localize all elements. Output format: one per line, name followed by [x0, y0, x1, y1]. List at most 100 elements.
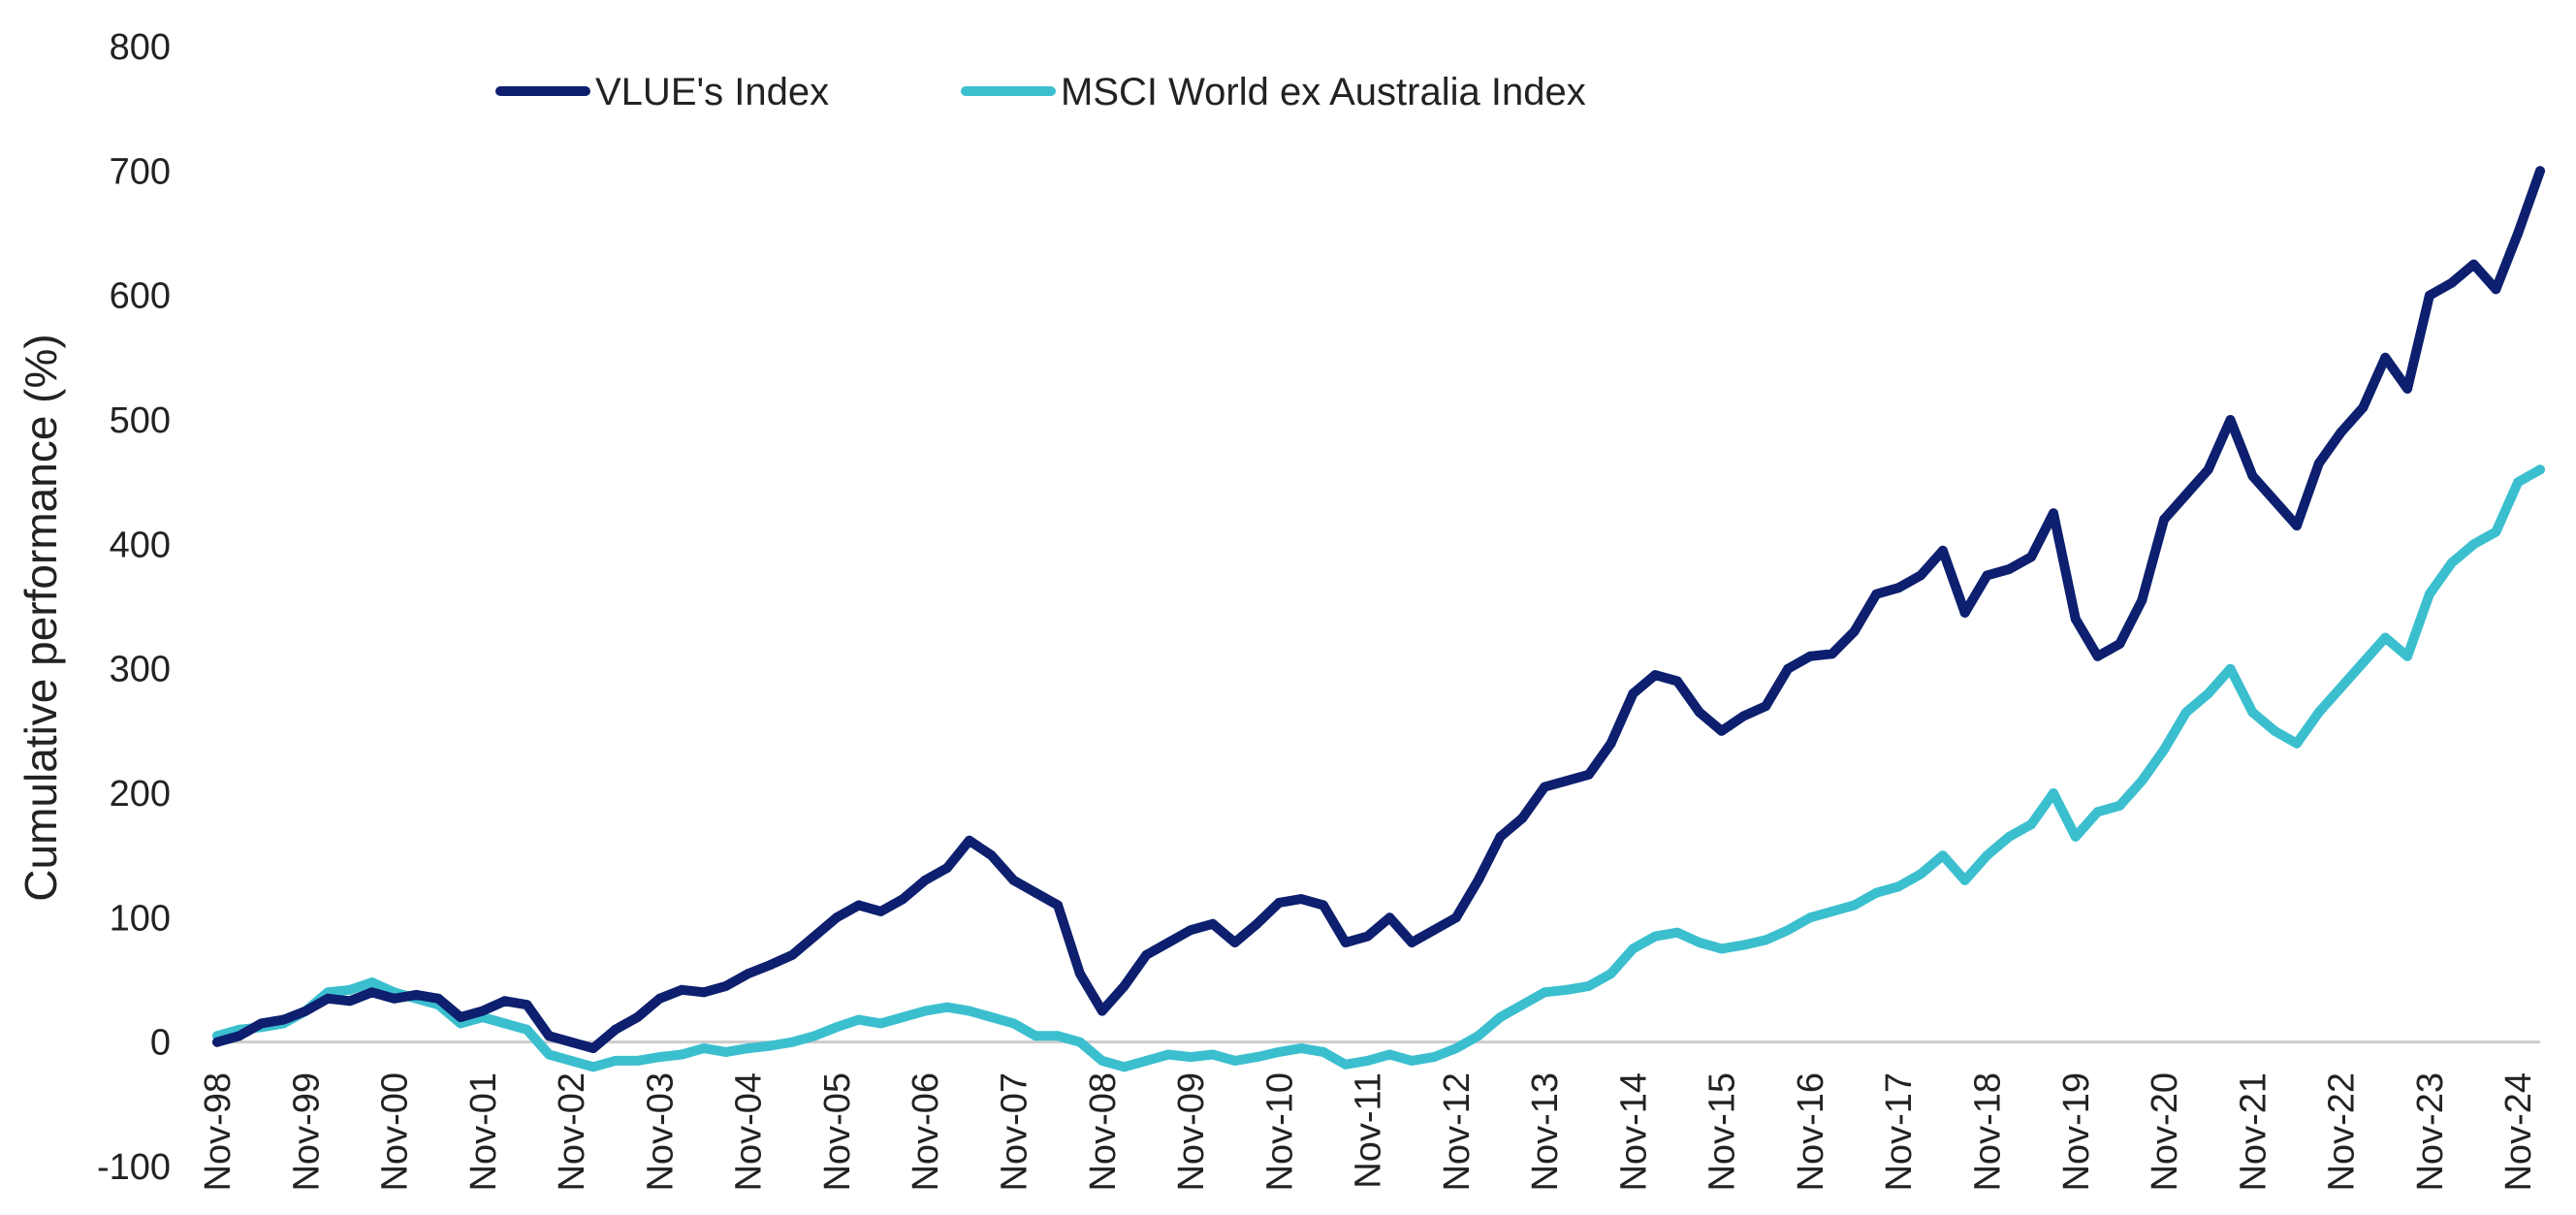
data-point — [2313, 707, 2324, 718]
data-point — [522, 1000, 532, 1010]
data-point — [1163, 1049, 1174, 1060]
data-point — [588, 1043, 598, 1054]
data-point — [1959, 607, 1970, 618]
data-point — [1937, 850, 1948, 861]
data-point — [1849, 626, 1860, 637]
data-point — [2402, 383, 2413, 394]
x-tick-label: Nov-07 — [994, 1072, 1034, 1192]
data-point — [1540, 782, 1550, 792]
data-point — [1340, 1059, 1351, 1070]
data-point — [456, 1012, 465, 1022]
data-point — [787, 949, 798, 960]
data-point — [1893, 583, 1904, 593]
data-point — [411, 989, 422, 1000]
data-point — [1252, 1052, 1262, 1063]
data-point — [2004, 564, 2015, 574]
data-point — [677, 1049, 687, 1060]
data-point — [2402, 651, 2413, 661]
data-point — [2380, 632, 2391, 643]
data-point — [1694, 938, 1704, 947]
data-point — [898, 894, 908, 905]
data-point — [2137, 776, 2147, 786]
data-point — [366, 977, 377, 988]
y-tick-label: 500 — [110, 400, 171, 441]
data-point — [1628, 943, 1638, 954]
series-line-msci-world-ex-australia-index — [212, 464, 2545, 1072]
data-point — [2292, 738, 2302, 749]
data-point — [1097, 1055, 1107, 1066]
data-point — [1450, 1043, 1461, 1054]
data-point — [720, 980, 731, 991]
data-point — [632, 1055, 643, 1066]
data-point — [986, 850, 997, 861]
data-point — [853, 900, 864, 911]
data-point — [964, 835, 974, 846]
x-tick-label: Nov-10 — [1259, 1072, 1300, 1192]
data-point — [765, 1040, 776, 1051]
data-point — [1650, 670, 1661, 681]
data-point — [2247, 707, 2258, 718]
legend: VLUE's Index MSCI World ex Australia Inde… — [495, 71, 1586, 113]
data-point — [1517, 1000, 1528, 1010]
data-point — [1716, 725, 1727, 736]
data-point — [1937, 545, 1948, 556]
series-line-vlue-s-index — [212, 166, 2545, 1054]
data-point — [1053, 900, 1064, 911]
data-point — [1583, 980, 1594, 991]
data-point — [1053, 1031, 1064, 1041]
legend-item-vlue-s-index: VLUE's Index — [495, 71, 829, 113]
data-point — [2049, 788, 2058, 798]
data-point — [1407, 938, 1417, 947]
x-tick-label: Nov-05 — [817, 1072, 858, 1192]
data-point — [499, 996, 510, 1007]
data-point — [301, 1006, 311, 1016]
x-tick-label: Nov-03 — [640, 1072, 681, 1192]
data-point — [1650, 931, 1661, 942]
data-point — [787, 1037, 798, 1047]
data-point — [2358, 657, 2369, 668]
data-point — [810, 931, 820, 942]
data-point — [2292, 521, 2302, 531]
data-point — [1916, 869, 1926, 879]
x-tick-label: Nov-08 — [1083, 1072, 1124, 1192]
y-tick-label: 800 — [110, 27, 171, 68]
x-tick-label: Nov-16 — [1791, 1072, 1831, 1192]
data-point — [1362, 1055, 1373, 1066]
data-point — [389, 993, 399, 1004]
data-point — [1429, 1052, 1439, 1063]
data-point — [2203, 688, 2213, 699]
data-point — [654, 993, 665, 1004]
data-point — [1761, 701, 1771, 712]
data-point — [1074, 969, 1085, 979]
x-tick-label: Nov-04 — [729, 1072, 770, 1192]
data-point — [632, 1012, 643, 1022]
data-point — [2513, 477, 2524, 488]
data-point — [920, 875, 931, 885]
x-tick-label: Nov-99 — [286, 1072, 327, 1192]
data-point — [2092, 807, 2103, 817]
data-point — [2313, 458, 2324, 468]
legend-label: VLUE's Index — [595, 71, 829, 113]
x-tick-label: Nov-11 — [1349, 1072, 1389, 1189]
data-point — [2137, 595, 2147, 606]
data-point — [1672, 676, 1683, 687]
data-point — [720, 1046, 731, 1057]
data-point — [1916, 570, 1926, 581]
data-point — [477, 1006, 488, 1016]
data-point — [1694, 707, 1704, 718]
data-point — [1319, 1046, 1328, 1057]
data-point — [2026, 552, 2037, 562]
x-tick-label: Nov-09 — [1171, 1072, 1212, 1192]
data-point — [1008, 1018, 1019, 1029]
data-point — [853, 1014, 864, 1025]
data-point — [366, 987, 377, 998]
data-point — [544, 1031, 555, 1041]
data-point — [2270, 496, 2280, 506]
series-layer — [212, 166, 2545, 1072]
x-tick-label: Nov-19 — [2056, 1072, 2097, 1192]
x-tick-label: Nov-21 — [2233, 1072, 2274, 1192]
data-point — [1495, 1012, 1506, 1022]
data-point — [699, 1043, 709, 1054]
data-point — [2336, 427, 2346, 437]
data-point — [1606, 738, 1616, 749]
